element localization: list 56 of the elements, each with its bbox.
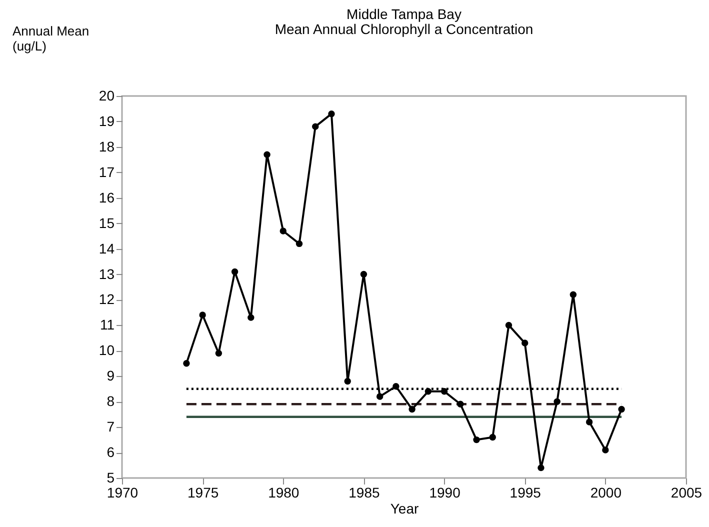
point (505, 322, 512, 329)
y-axis-title: Annual Mean (ug/L) (12, 24, 90, 54)
x-tick-label: 1995 (510, 484, 542, 500)
y-tick-label: 12 (98, 291, 115, 308)
point (264, 151, 270, 158)
x-tick-label: 1980 (268, 484, 300, 500)
x-tick-label: 1985 (348, 484, 380, 500)
point (602, 446, 609, 454)
y-tick-label: 15 (98, 214, 115, 231)
y-tick-label: 20 (98, 88, 115, 104)
y-tick-label: 5 (106, 470, 115, 486)
y-tick-label: 9 (106, 368, 115, 384)
chart-subtitle: Mean Annual Chlorophyll a Concentration (274, 21, 534, 37)
point (457, 400, 464, 408)
y-tick-label: 8 (106, 393, 115, 410)
x-axis-title: Year (390, 500, 419, 516)
point (280, 228, 286, 234)
point (522, 340, 528, 346)
x-tick-label: 1975 (187, 484, 219, 500)
y-tick-label: 11 (100, 316, 115, 333)
y-tick-label: 16 (98, 189, 115, 206)
point (296, 240, 303, 248)
point (376, 393, 384, 400)
point (538, 464, 544, 472)
point (440, 388, 448, 395)
point (344, 378, 351, 385)
point (408, 406, 416, 413)
point (586, 418, 593, 426)
point (231, 268, 238, 276)
x-tick-label: 2000 (590, 484, 622, 500)
x-tick-label: 1990 (429, 484, 461, 500)
point (360, 270, 368, 278)
point (473, 436, 480, 444)
y-tick-label: 10 (98, 342, 115, 358)
point (554, 398, 560, 405)
point (199, 312, 206, 318)
point (570, 291, 577, 298)
y-tick-label: 6 (106, 444, 115, 460)
y-tick-label: 7 (106, 418, 115, 435)
point (328, 110, 335, 118)
y-tick-label: 17 (98, 164, 115, 180)
point (215, 350, 222, 357)
y-tick-label: 14 (98, 240, 115, 256)
point (424, 388, 432, 395)
point (312, 123, 319, 130)
point (489, 434, 496, 441)
y-tick-label: 18 (98, 138, 115, 154)
x-tick-label: 1970 (106, 484, 138, 500)
point (392, 382, 400, 390)
point (183, 360, 190, 367)
y-tick-label: 13 (98, 266, 115, 282)
point (248, 314, 254, 321)
point (618, 406, 625, 413)
y-tick-label: 19 (98, 112, 115, 129)
x-tick-label: 2005 (670, 484, 702, 500)
chart-title: Middle Tampa Bay (346, 6, 462, 22)
